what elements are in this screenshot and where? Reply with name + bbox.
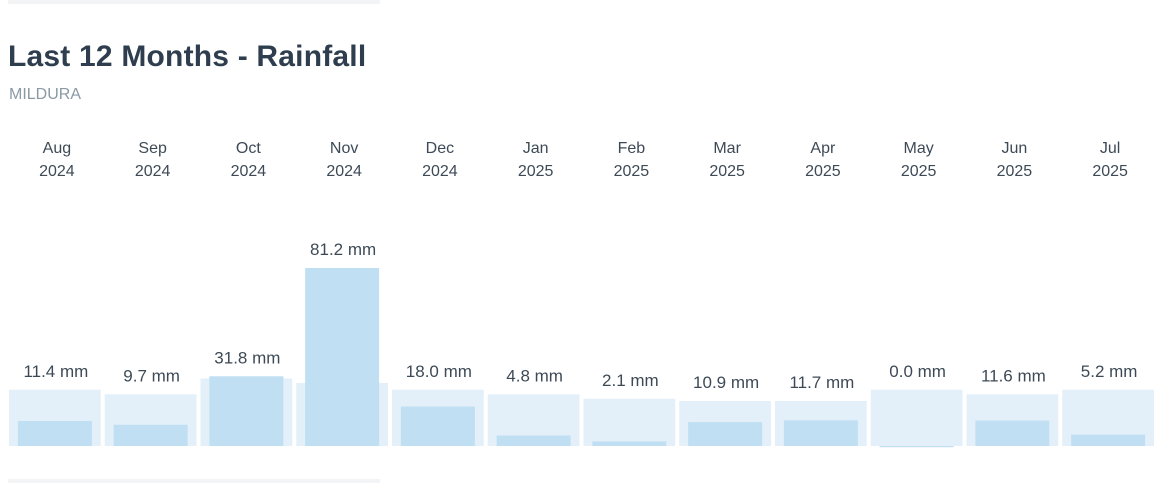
rainfall-bar [17, 421, 92, 446]
rainfall-bar [400, 406, 475, 446]
bar-group: Dec 2024 18.0 mm [392, 140, 484, 446]
background-bar [870, 389, 963, 446]
month-label: Feb [618, 140, 646, 157]
rainfall-bar [209, 376, 284, 446]
bar-group: Jul 2025 5.2 mm [1062, 140, 1154, 446]
bar-group: Feb 2025 2.1 mm [583, 140, 676, 446]
year-label: 2025 [709, 163, 745, 180]
bar-group: Oct 2024 31.8 mm [200, 140, 293, 446]
value-label: 5.2 mm [1081, 362, 1138, 381]
rainfall-bar [113, 424, 188, 446]
bottom-divider [8, 479, 380, 483]
rainfall-bar [688, 422, 763, 446]
month-label: Jan [523, 140, 549, 157]
year-label: 2025 [614, 163, 650, 180]
value-label: 9.7 mm [123, 366, 180, 385]
year-label: 2025 [518, 163, 554, 180]
bar-group: May 2025 0.0 mm [870, 140, 963, 448]
year-label: 2025 [1092, 163, 1128, 180]
value-label: 0.0 mm [889, 362, 946, 381]
value-label: 81.2 mm [310, 240, 376, 259]
value-label: 11.7 mm [789, 373, 854, 392]
station-name: MILDURA [9, 86, 82, 103]
month-label: Apr [810, 140, 836, 157]
value-label: 11.4 mm [23, 362, 88, 381]
month-label: Mar [713, 140, 741, 157]
value-label: 4.8 mm [506, 366, 563, 385]
month-label: Dec [426, 140, 454, 157]
top-divider [8, 0, 380, 4]
rainfall-bar [1071, 434, 1146, 446]
rainfall-bar-chart: Aug 2024 11.4 mm Sep 2024 9.7 mm Oct 2024 31.8 m… [9, 140, 1154, 448]
bar-group: Apr 2025 11.7 mm [775, 140, 867, 446]
month-label: Oct [236, 140, 261, 157]
bar-group: Mar 2025 10.9 mm [679, 140, 771, 446]
value-label: 11.6 mm [981, 366, 1046, 385]
bar-group: Nov 2024 81.2 mm [296, 140, 388, 446]
value-label: 10.9 mm [693, 373, 759, 392]
year-label: 2025 [805, 163, 841, 180]
rainfall-bar [783, 420, 858, 446]
background-bar [583, 398, 676, 446]
month-label: Aug [43, 140, 71, 157]
year-label: 2025 [901, 163, 937, 180]
rainfall-bar [592, 441, 667, 446]
year-label: 2025 [997, 163, 1033, 180]
year-label: 2024 [231, 163, 267, 180]
year-label: 2024 [326, 163, 362, 180]
rainfall-bar [305, 268, 380, 446]
bar-group: Jan 2025 4.8 mm [487, 140, 580, 446]
bar-group: Sep 2024 9.7 mm [104, 140, 197, 446]
month-label: Jul [1100, 140, 1120, 157]
month-label: Nov [330, 140, 358, 157]
value-label: 2.1 mm [602, 371, 659, 390]
rainfall-bar [496, 435, 571, 446]
rainfall-bar [975, 420, 1050, 446]
bar-group: Aug 2024 11.4 mm [9, 140, 101, 446]
month-label: Sep [138, 140, 167, 157]
rainfall-bar [879, 446, 954, 448]
bar-group: Jun 2025 11.6 mm [966, 140, 1059, 446]
year-label: 2024 [135, 163, 171, 180]
chart-title: Last 12 Months - Rainfall [8, 40, 367, 73]
month-label: May [904, 140, 934, 157]
value-label: 31.8 mm [214, 348, 280, 367]
year-label: 2024 [39, 163, 75, 180]
year-label: 2024 [422, 163, 458, 180]
month-label: Jun [1001, 140, 1027, 157]
value-label: 18.0 mm [406, 362, 472, 381]
